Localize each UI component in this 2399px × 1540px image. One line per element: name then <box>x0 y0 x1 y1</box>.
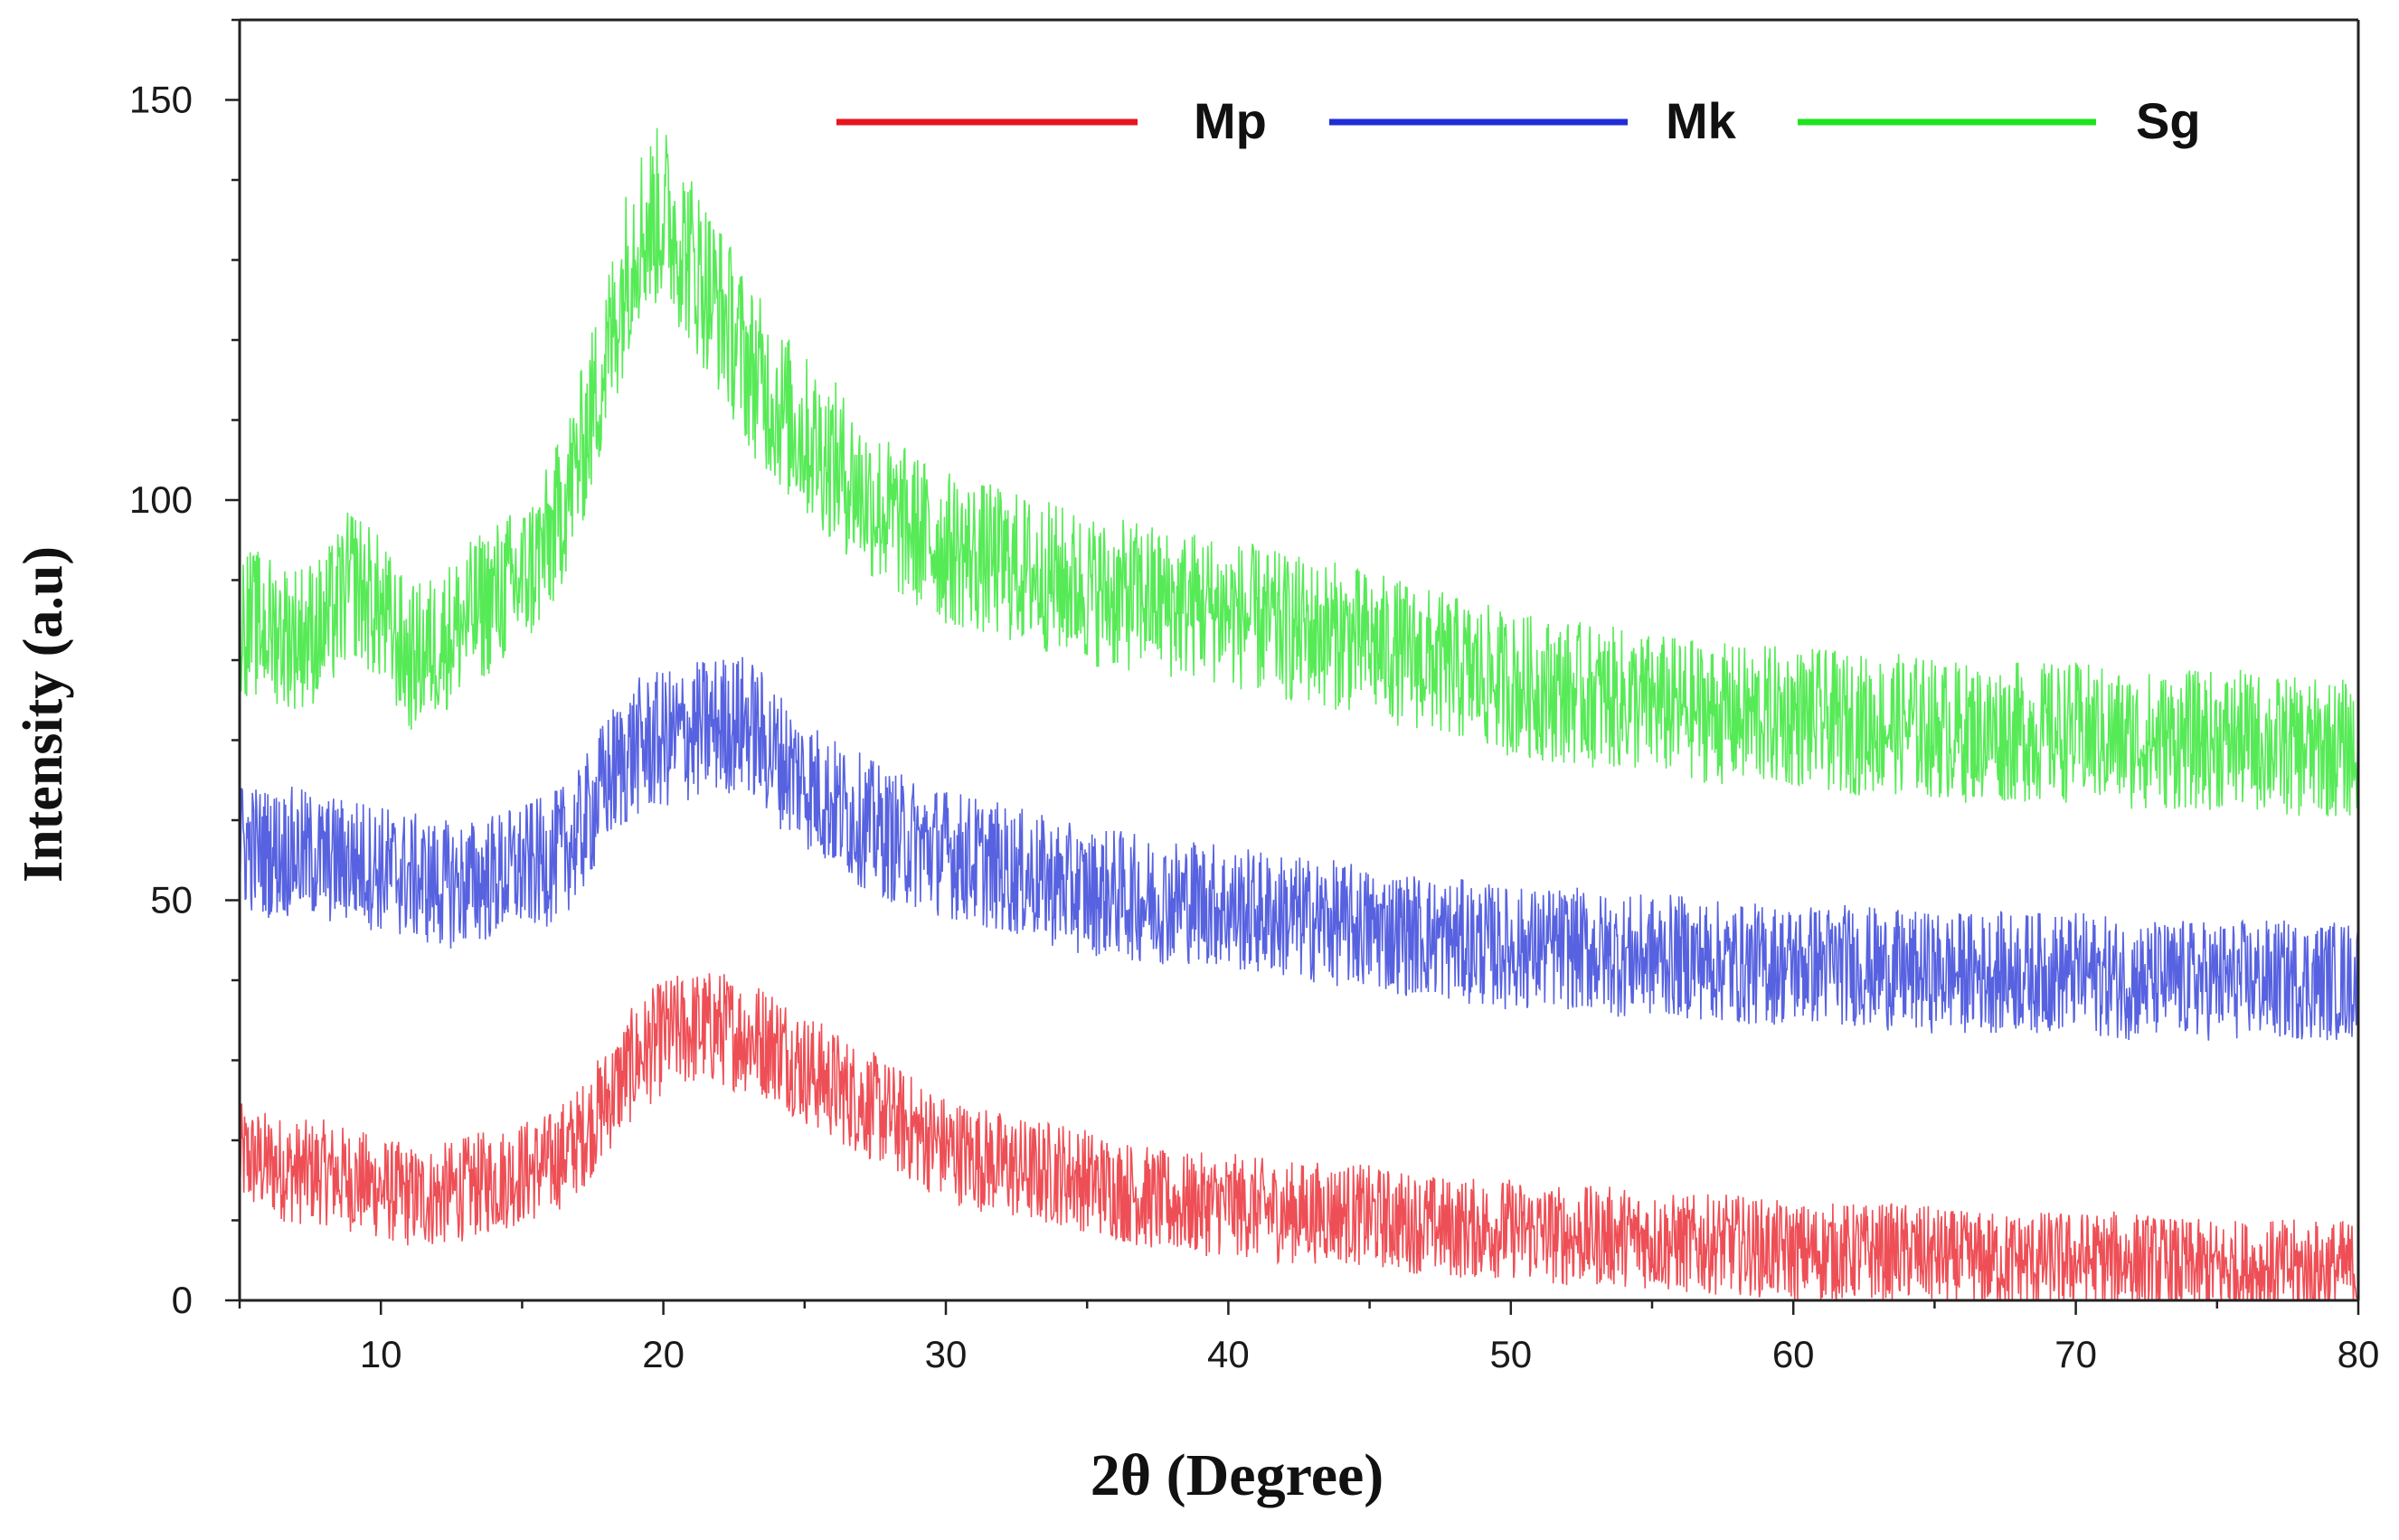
x-tick-label: 20 <box>642 1333 685 1375</box>
x-tick-label: 80 <box>2338 1333 2380 1375</box>
x-tick-label: 30 <box>925 1333 968 1375</box>
axes-layer <box>225 18 2360 1315</box>
tick-labels-layer: 0 50 100 150 10 20 30 40 50 60 70 80 <box>129 79 2379 1376</box>
y-tick-label: 0 <box>172 1279 193 1321</box>
series-mk-noise-trace <box>239 657 2359 1041</box>
x-tick-label: 40 <box>1207 1333 1250 1375</box>
series-layer <box>239 128 2359 1301</box>
legend-entry-sg: Sg <box>1798 92 2201 149</box>
legend-label: Mk <box>1666 92 1737 149</box>
legend-label: Sg <box>2136 92 2201 149</box>
y-axis-title-group: Intensity (a.u) <box>13 546 74 883</box>
y-tick-label: 50 <box>150 879 193 921</box>
x-tick-label: 50 <box>1489 1333 1532 1375</box>
legend-entry-mp: Mp <box>836 92 1267 149</box>
y-tick-label: 150 <box>129 79 193 121</box>
series-sg <box>239 128 2359 817</box>
series-sg-noise-trace <box>239 128 2359 817</box>
legend: Mp Mk Sg <box>836 92 2201 149</box>
y-tick-label: 100 <box>129 478 193 521</box>
y-axis-title: Intensity (a.u) <box>13 546 74 883</box>
x-tick-label: 10 <box>360 1333 402 1375</box>
x-tick-label: 70 <box>2054 1333 2097 1375</box>
legend-label: Mp <box>1194 92 1267 149</box>
series-mk <box>239 657 2359 1041</box>
series-mp-noise-trace <box>239 973 2359 1301</box>
series-mp <box>239 973 2359 1301</box>
legend-entry-mk: Mk <box>1329 92 1737 149</box>
x-tick-label: 60 <box>1772 1333 1815 1375</box>
x-axis-title: 2θ (Degree) <box>1091 1442 1384 1508</box>
